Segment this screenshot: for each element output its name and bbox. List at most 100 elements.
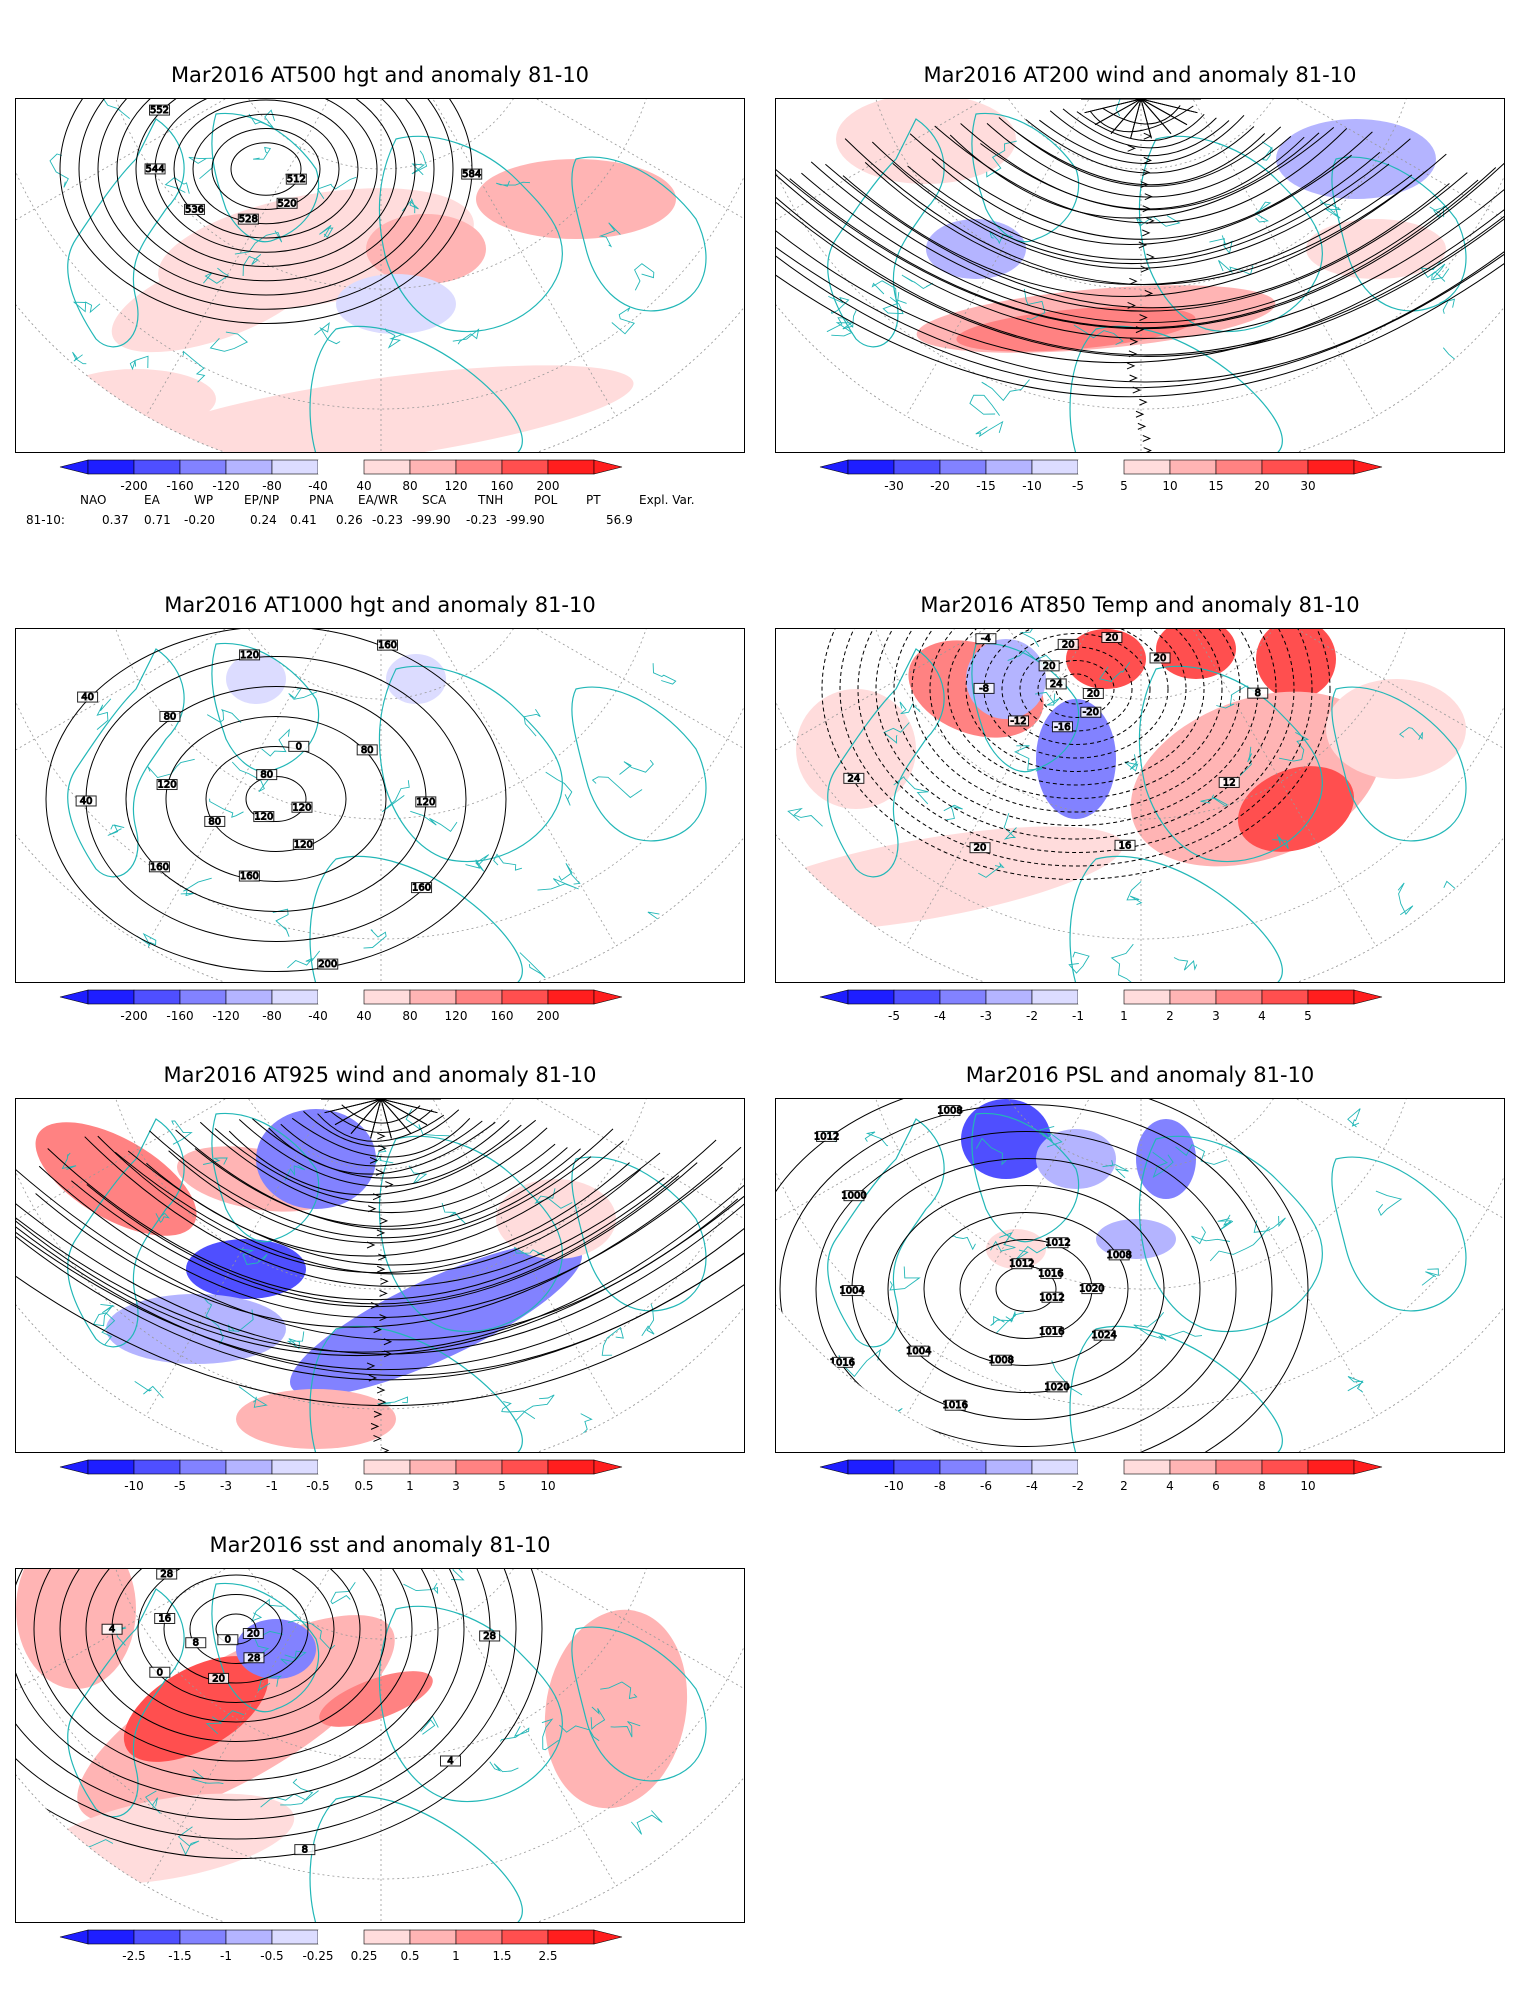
tele-value-wp: -0.20	[184, 513, 216, 527]
colorbar-label: 0.5	[354, 1479, 373, 1493]
coastlines	[821, 1108, 1467, 1452]
anomaly-shading	[966, 639, 1046, 719]
contour-label: 1004	[906, 1346, 931, 1357]
contour-label: 544	[146, 164, 165, 175]
streamline	[1094, 99, 1142, 126]
streamline	[934, 125, 1348, 224]
colorbar-swatch	[1123, 459, 1171, 475]
contour-line	[205, 746, 347, 852]
panel-at500-hgt: Mar2016 AT500 hgt and anomaly 81-10 512 5…	[0, 60, 760, 580]
colorbar-label: 160	[491, 1009, 514, 1023]
colorbar-swatch	[1078, 1460, 1124, 1474]
colorbar-swatch	[1261, 459, 1309, 475]
colorbar-swatch	[87, 989, 135, 1005]
panel-at200-wind: Mar2016 AT200 wind and anomaly 81-10 -30…	[760, 60, 1520, 580]
colorbar-swatch	[271, 989, 319, 1005]
contour-label: 28	[160, 1569, 173, 1580]
colorbar-swatch	[501, 459, 549, 475]
colorbar-label: 2.5	[538, 1949, 557, 1963]
anomaly-shading	[476, 159, 676, 239]
colorbar-label: 1	[1120, 1009, 1128, 1023]
coastlines	[67, 642, 707, 982]
contour-line	[16, 1569, 465, 1801]
colorbar-swatch	[409, 459, 457, 475]
streamline-arrow	[376, 1386, 386, 1394]
streamline	[986, 123, 1292, 198]
anomaly-shading	[236, 1389, 396, 1449]
streamline	[844, 138, 1428, 286]
map-frame: 20 -20 -16 -12 -8 -4 8 12 16 20 24 24 20 20 20 20	[775, 628, 1505, 983]
colorbar-label: 0.25	[351, 1949, 378, 1963]
streamline	[1062, 108, 1217, 149]
streamline	[370, 1099, 382, 1139]
colorbar-label: -4	[1026, 1479, 1038, 1493]
streamline-arrow	[1141, 229, 1151, 237]
streamline-arrow	[1129, 374, 1138, 382]
tele-value-pt: -99.90	[506, 513, 545, 527]
streamline	[776, 196, 1504, 356]
contour-line	[33, 1569, 439, 1781]
colorbar-swatch	[1307, 989, 1355, 1005]
streamline	[1084, 99, 1142, 114]
colorbar-swatch	[1261, 989, 1309, 1005]
streamline-arrow	[367, 1205, 377, 1213]
streamline	[280, 1120, 483, 1167]
hemisphere-mask	[16, 1569, 744, 1922]
streamline-arrow	[379, 1217, 389, 1225]
streamline-arrow	[1140, 265, 1150, 273]
contour-lines: 20 28 20 0 4 28 4 8 0 8 16 28	[16, 1569, 543, 1859]
anomaly-shading	[366, 214, 486, 284]
colorbar-label: -1.5	[168, 1949, 191, 1963]
streamline-arrow	[377, 1398, 387, 1406]
streamline	[380, 1099, 428, 1126]
contour-label: 120	[158, 780, 177, 791]
contour-label: 1004	[839, 1286, 864, 1297]
colorbar-label: -6	[980, 1479, 992, 1493]
streamline	[238, 1119, 522, 1187]
map-canvas: 20 -20 -16 -12 -8 -4 8 12 16 20 24 24 20 20 20 20	[776, 629, 1504, 982]
streamline	[960, 123, 1320, 211]
contour-line	[887, 1185, 1165, 1393]
streamline-arrow	[1142, 169, 1151, 176]
colorbar-swatch	[501, 1929, 549, 1945]
streamline	[350, 1099, 382, 1134]
colorbar-high-arrow	[1353, 989, 1383, 1005]
colorbar-low-arrow	[819, 459, 849, 475]
colorbar-swatch	[271, 1459, 319, 1475]
tele-value-eawr: 0.26	[336, 513, 363, 527]
streamline-arrow	[373, 1434, 382, 1442]
contour-lines: 512 520 528 536 544 552 584	[59, 99, 483, 324]
colorbar-swatch	[409, 1459, 457, 1475]
contour-label: 512	[287, 174, 306, 185]
contour-line	[45, 629, 507, 972]
colorbar-swatch	[133, 1929, 181, 1945]
anomaly-shading	[118, 365, 634, 452]
streamline	[86, 1175, 680, 1305]
streamline-arrow	[373, 1410, 383, 1418]
contour-line	[875, 629, 1277, 840]
contour-label: 12	[1223, 777, 1236, 788]
hemisphere-mask	[776, 1099, 1504, 1452]
contour-lines: 20 -20 -16 -12 -8 -4 8 12 16 20 24 24 20 20 20 20	[821, 629, 1331, 880]
streamline	[16, 1227, 744, 1371]
contour-line	[779, 1104, 1273, 1452]
contour-label: 4	[109, 1624, 115, 1635]
streamline	[909, 131, 1373, 240]
streamline	[931, 154, 1352, 245]
streamline-arrow	[366, 1362, 376, 1370]
tele-value-pol: -0.23	[466, 513, 498, 527]
colorbar-label: -1	[220, 1949, 232, 1963]
contour-label: 8	[193, 1638, 199, 1649]
contour-label: 1024	[1091, 1330, 1116, 1341]
contour-line	[230, 142, 302, 196]
panel-title: Mar2016 AT850 Temp and anomaly 81-10	[920, 593, 1360, 617]
meridian-line	[16, 1569, 226, 1691]
colorbar-label: 1.5	[492, 1949, 511, 1963]
contour-label: 520	[278, 198, 297, 209]
meridian-line	[1192, 629, 1377, 947]
colorbar-swatch	[225, 459, 273, 475]
meridian-line	[536, 1099, 744, 1220]
panel-at1000-hgt: Mar2016 AT1000 hgt and anomaly 81-10 120…	[0, 590, 760, 1030]
streamline	[1025, 119, 1255, 174]
streamline	[1039, 114, 1245, 165]
